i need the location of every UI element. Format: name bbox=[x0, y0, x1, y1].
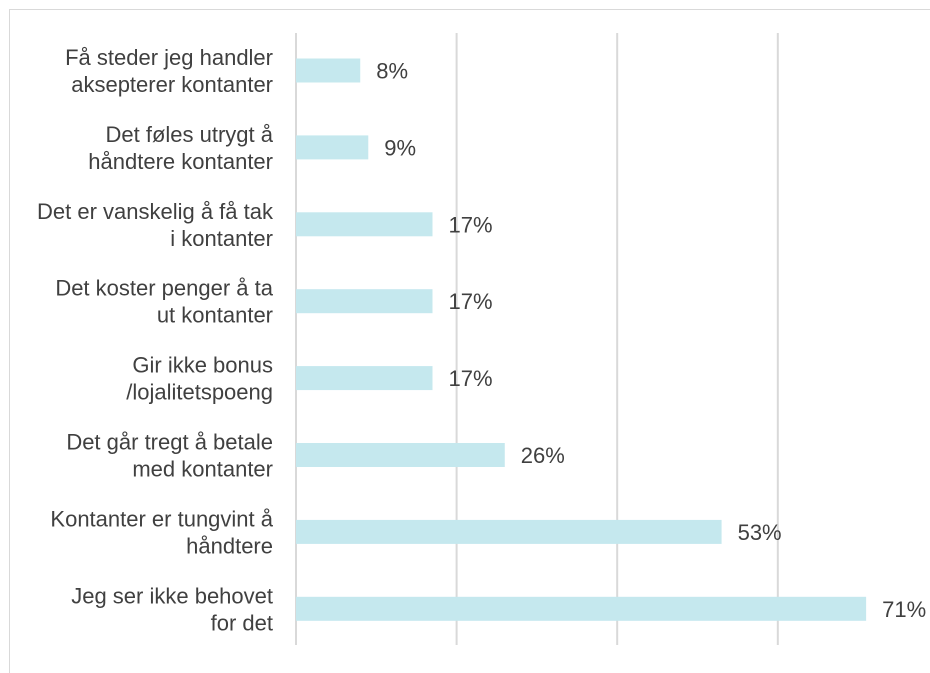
value-label-7: 53% bbox=[738, 520, 782, 545]
value-label-1: 8% bbox=[376, 59, 408, 84]
value-label-6: 26% bbox=[521, 443, 565, 468]
value-label-5: 17% bbox=[449, 366, 493, 391]
bar-8 bbox=[296, 596, 867, 621]
value-labels: 8% 9% 17% 17% 17% 26% 53% 71% bbox=[376, 59, 926, 622]
category-label-7: Kontanter er tungvint å håndtere bbox=[50, 506, 273, 558]
bar-4 bbox=[296, 289, 433, 314]
bar-5 bbox=[296, 366, 433, 391]
bar-7 bbox=[296, 519, 722, 544]
bar-6 bbox=[296, 443, 505, 467]
bars bbox=[296, 58, 867, 621]
category-label-5: Gir ikke bonus/lojalitetspoeng bbox=[126, 353, 273, 405]
bar-1 bbox=[296, 58, 361, 83]
value-label-2: 9% bbox=[384, 135, 416, 160]
value-label-8: 71% bbox=[882, 597, 926, 622]
bar-3 bbox=[296, 212, 433, 237]
category-label-4: Det koster penger å ta ut kontanter bbox=[55, 276, 273, 328]
category-label-1: Få steder jeg handler aksepterer kontante… bbox=[65, 45, 273, 97]
bar-2 bbox=[296, 135, 369, 160]
category-label-6: Det går tregt å betale med kontanter bbox=[66, 430, 273, 482]
category-labels: Få steder jeg handler aksepterer kontante… bbox=[37, 45, 274, 635]
chart-frame bbox=[9, 9, 930, 673]
value-label-4: 17% bbox=[449, 289, 493, 314]
value-label-3: 17% bbox=[449, 212, 493, 237]
gridlines bbox=[295, 33, 779, 645]
category-label-3: Det er vanskelig å få tak i kontanter bbox=[37, 199, 274, 251]
category-label-8: Jeg ser ikke behovet for det bbox=[71, 583, 273, 635]
category-label-2: Det føles utrygt å håndtere kontanter bbox=[88, 122, 273, 174]
